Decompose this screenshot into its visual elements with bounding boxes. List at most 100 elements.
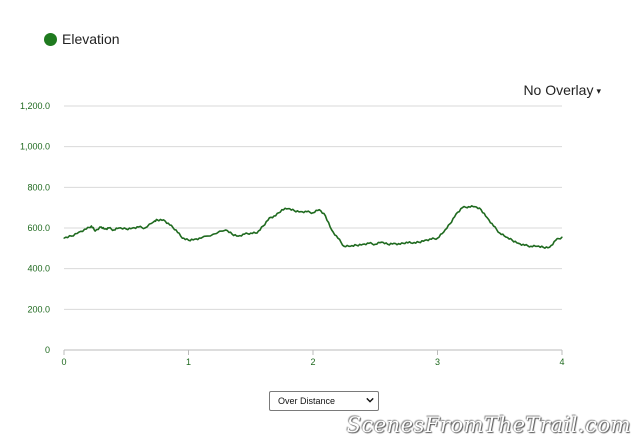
data-point — [524, 244, 526, 246]
data-point — [306, 211, 308, 213]
data-point — [163, 219, 165, 221]
data-point — [324, 215, 327, 217]
x-tick-label: 4 — [559, 357, 564, 367]
data-point — [542, 246, 544, 248]
legend-marker — [44, 32, 57, 46]
data-point — [405, 241, 407, 243]
caret-down-icon: ▾ — [596, 86, 601, 96]
data-point — [443, 231, 445, 233]
data-point — [430, 238, 432, 240]
data-point — [138, 226, 140, 228]
y-tick-label: 400.0 — [27, 264, 50, 274]
data-point — [299, 211, 302, 213]
data-point — [349, 245, 351, 247]
data-point — [374, 243, 376, 245]
x-tick-label: 1 — [186, 357, 191, 367]
data-point — [387, 243, 389, 245]
data-point — [187, 239, 190, 241]
data-point — [212, 233, 214, 235]
data-point — [156, 219, 158, 221]
data-point — [85, 228, 88, 230]
data-point — [125, 228, 127, 230]
data-point — [231, 233, 233, 235]
select-value: Over Distance — [278, 396, 336, 406]
data-point — [293, 210, 295, 212]
y-tick-label: 1,000.0 — [20, 142, 50, 152]
data-point — [505, 236, 507, 238]
data-point — [281, 209, 283, 211]
x-tick-label: 3 — [435, 357, 440, 367]
x-axis: 0 1 2 3 4 — [61, 350, 565, 367]
data-point — [118, 227, 120, 229]
data-point — [511, 239, 513, 241]
y-tick-label: 0 — [45, 345, 50, 355]
overlay-label: No Overlay — [523, 82, 594, 98]
data-point — [343, 245, 345, 247]
data-point — [70, 235, 73, 237]
data-point — [194, 238, 196, 240]
legend-label: Elevation — [62, 31, 120, 47]
data-point — [113, 229, 115, 231]
data-point — [287, 208, 289, 210]
data-point — [418, 241, 420, 243]
data-point — [393, 242, 395, 244]
y-tick-label: 200.0 — [27, 304, 50, 314]
data-point — [250, 232, 252, 234]
data-point — [312, 212, 314, 214]
y-tick-label: 1,200.0 — [20, 101, 50, 111]
data-point — [331, 229, 333, 231]
distance-mode-select[interactable]: Over Distance — [269, 391, 379, 411]
data-point — [243, 233, 246, 235]
data-point — [318, 209, 320, 211]
data-point — [461, 207, 463, 209]
data-point — [517, 242, 520, 244]
series-layer — [63, 205, 563, 249]
data-point — [499, 232, 501, 234]
data-point — [225, 229, 227, 231]
data-point — [100, 226, 102, 228]
data-point — [474, 206, 476, 208]
data-point — [144, 227, 146, 229]
data-point — [492, 225, 495, 227]
data-point — [412, 242, 414, 244]
data-point — [530, 245, 532, 247]
data-point — [153, 221, 155, 223]
chevron-down-icon — [366, 397, 374, 403]
data-point — [237, 235, 239, 237]
data-point — [468, 206, 470, 208]
data-point — [399, 243, 401, 245]
data-point — [169, 224, 171, 226]
overlay-dropdown[interactable]: No Overlay ▾ — [523, 82, 601, 98]
data-point — [181, 237, 183, 239]
data-point — [555, 239, 557, 241]
data-point — [362, 243, 364, 245]
data-point — [536, 245, 538, 247]
data-point — [486, 217, 488, 219]
y-tick-label: 800.0 — [27, 182, 50, 192]
data-point — [175, 229, 177, 231]
data-point — [337, 237, 339, 239]
legend[interactable]: Elevation — [44, 31, 120, 47]
grid-lines — [64, 105, 562, 351]
data-point — [449, 223, 451, 225]
y-axis: 0 200.0 400.0 600.0 800.0 1,000.0 1,200.0 — [20, 101, 50, 355]
data-point — [200, 237, 202, 239]
data-point — [355, 244, 358, 246]
data-point — [275, 215, 277, 217]
data-point — [436, 237, 439, 239]
data-point — [108, 227, 110, 229]
x-tick-label: 0 — [61, 357, 66, 367]
data-point — [78, 231, 80, 233]
data-point — [94, 230, 96, 232]
data-point — [455, 213, 457, 215]
data-point — [63, 237, 65, 239]
data-point — [380, 241, 383, 243]
data-point — [104, 228, 106, 230]
data-point — [368, 242, 370, 244]
data-point — [256, 232, 258, 234]
data-point — [262, 225, 264, 227]
data-point — [90, 225, 92, 227]
data-point — [480, 209, 482, 211]
data-point — [561, 236, 563, 238]
